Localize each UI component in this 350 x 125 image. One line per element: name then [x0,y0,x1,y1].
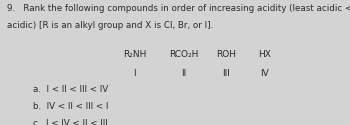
Text: III: III [222,69,230,78]
Text: c.  I < IV < II < III: c. I < IV < II < III [33,119,108,125]
Text: b.  IV < II < III < I: b. IV < II < III < I [33,102,108,111]
Text: R₂NH: R₂NH [123,50,146,59]
Text: II: II [181,69,186,78]
Text: HX: HX [258,50,271,59]
Text: 9.   Rank the following compounds in order of increasing acidity (least acidic <: 9. Rank the following compounds in order… [7,4,350,13]
Text: a.  I < II < III < IV: a. I < II < III < IV [33,85,108,94]
Text: RCO₂H: RCO₂H [169,50,198,59]
Text: acidic) [R is an alkyl group and X is Cl, Br, or I].: acidic) [R is an alkyl group and X is Cl… [7,21,213,30]
Text: I: I [133,69,136,78]
Text: ROH: ROH [216,50,236,59]
Text: IV: IV [260,69,269,78]
